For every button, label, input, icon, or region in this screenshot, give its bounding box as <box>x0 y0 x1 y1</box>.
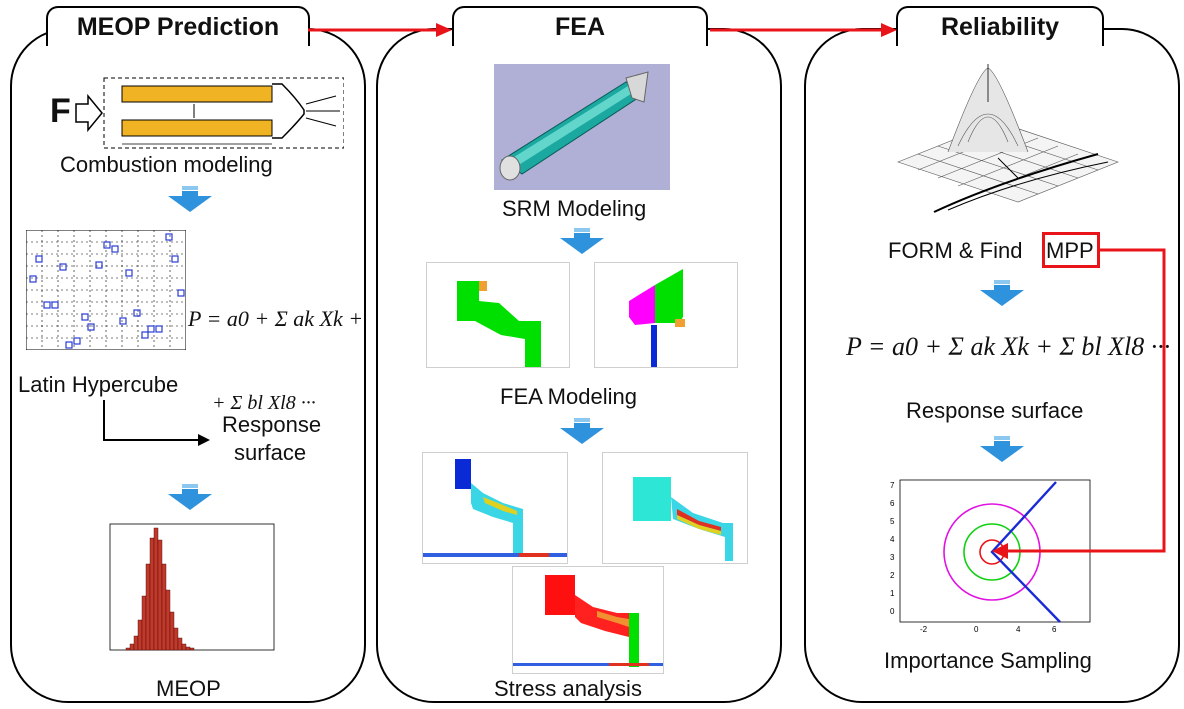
svg-text:0: 0 <box>890 607 895 616</box>
down-arrow-icon <box>168 484 212 510</box>
svg-text:3: 3 <box>890 553 895 562</box>
stress-analysis-label: Stress analysis <box>494 676 642 701</box>
latin-hypercube-plot <box>26 230 186 350</box>
stress-result-image-center <box>512 566 664 674</box>
meop-histogram <box>100 520 278 660</box>
svg-text:4: 4 <box>890 535 895 544</box>
svg-text:1: 1 <box>890 589 895 598</box>
fea-title: FEA <box>452 6 708 46</box>
down-arrow-icon <box>560 418 604 444</box>
mpp-highlight-box <box>1042 232 1100 268</box>
meop-title: MEOP Prediction <box>46 6 310 46</box>
down-arrow-icon <box>560 228 604 254</box>
combustion-modeling-label: Combustion modeling <box>60 152 273 177</box>
svg-text:2: 2 <box>890 571 895 580</box>
fea-modeling-label: FEA Modeling <box>500 384 637 409</box>
latin-hypercube-label: Latin Hypercube <box>18 372 179 397</box>
svg-text:6: 6 <box>890 499 895 508</box>
reliability-title: Reliability <box>896 6 1104 46</box>
srm-modeling-label: SRM Modeling <box>502 196 647 221</box>
svg-text:0: 0 <box>974 625 979 634</box>
importance-sampling-label: Importance Sampling <box>884 648 1092 673</box>
stress-result-image-left <box>422 452 568 564</box>
response-surface-label: Response surface <box>906 398 1084 423</box>
meop-label: MEOP <box>156 676 221 701</box>
srm-model-image <box>494 64 670 190</box>
importance-sampling-plot: 7 6 5 4 3 2 1 0 -2 0 4 6 <box>890 479 1091 634</box>
svg-text:5: 5 <box>890 517 895 526</box>
elbow-arrow <box>103 400 210 446</box>
down-arrow-icon <box>980 280 1024 306</box>
fea-mesh-image-left <box>426 262 570 368</box>
meop-equation-line2: + Σ bl Xl8 ··· <box>212 392 316 414</box>
meop-equation-line1: P = a0 + Σ ak Xk + <box>188 306 364 331</box>
svg-text:6: 6 <box>1052 625 1057 634</box>
fea-mesh-image-right <box>594 262 738 368</box>
reliability-equation: P = a0 + Σ ak Xk + Σ bl Xl8 ··· <box>846 332 1171 361</box>
form-find-label: FORM & Find <box>888 238 1023 263</box>
response-surface-label-line2: surface <box>234 440 307 465</box>
down-arrow-icon <box>980 436 1024 462</box>
svg-text:4: 4 <box>1016 625 1021 634</box>
force-label: F <box>50 92 71 130</box>
svg-text:7: 7 <box>890 481 895 490</box>
stress-result-image-right <box>602 452 748 564</box>
down-arrow-icon <box>168 186 212 212</box>
response-surface-label-line1: Response <box>222 412 322 437</box>
form-probability-surface-image <box>888 62 1130 218</box>
svg-text:-2: -2 <box>920 625 928 634</box>
combustion-chamber-drawing <box>75 77 344 149</box>
